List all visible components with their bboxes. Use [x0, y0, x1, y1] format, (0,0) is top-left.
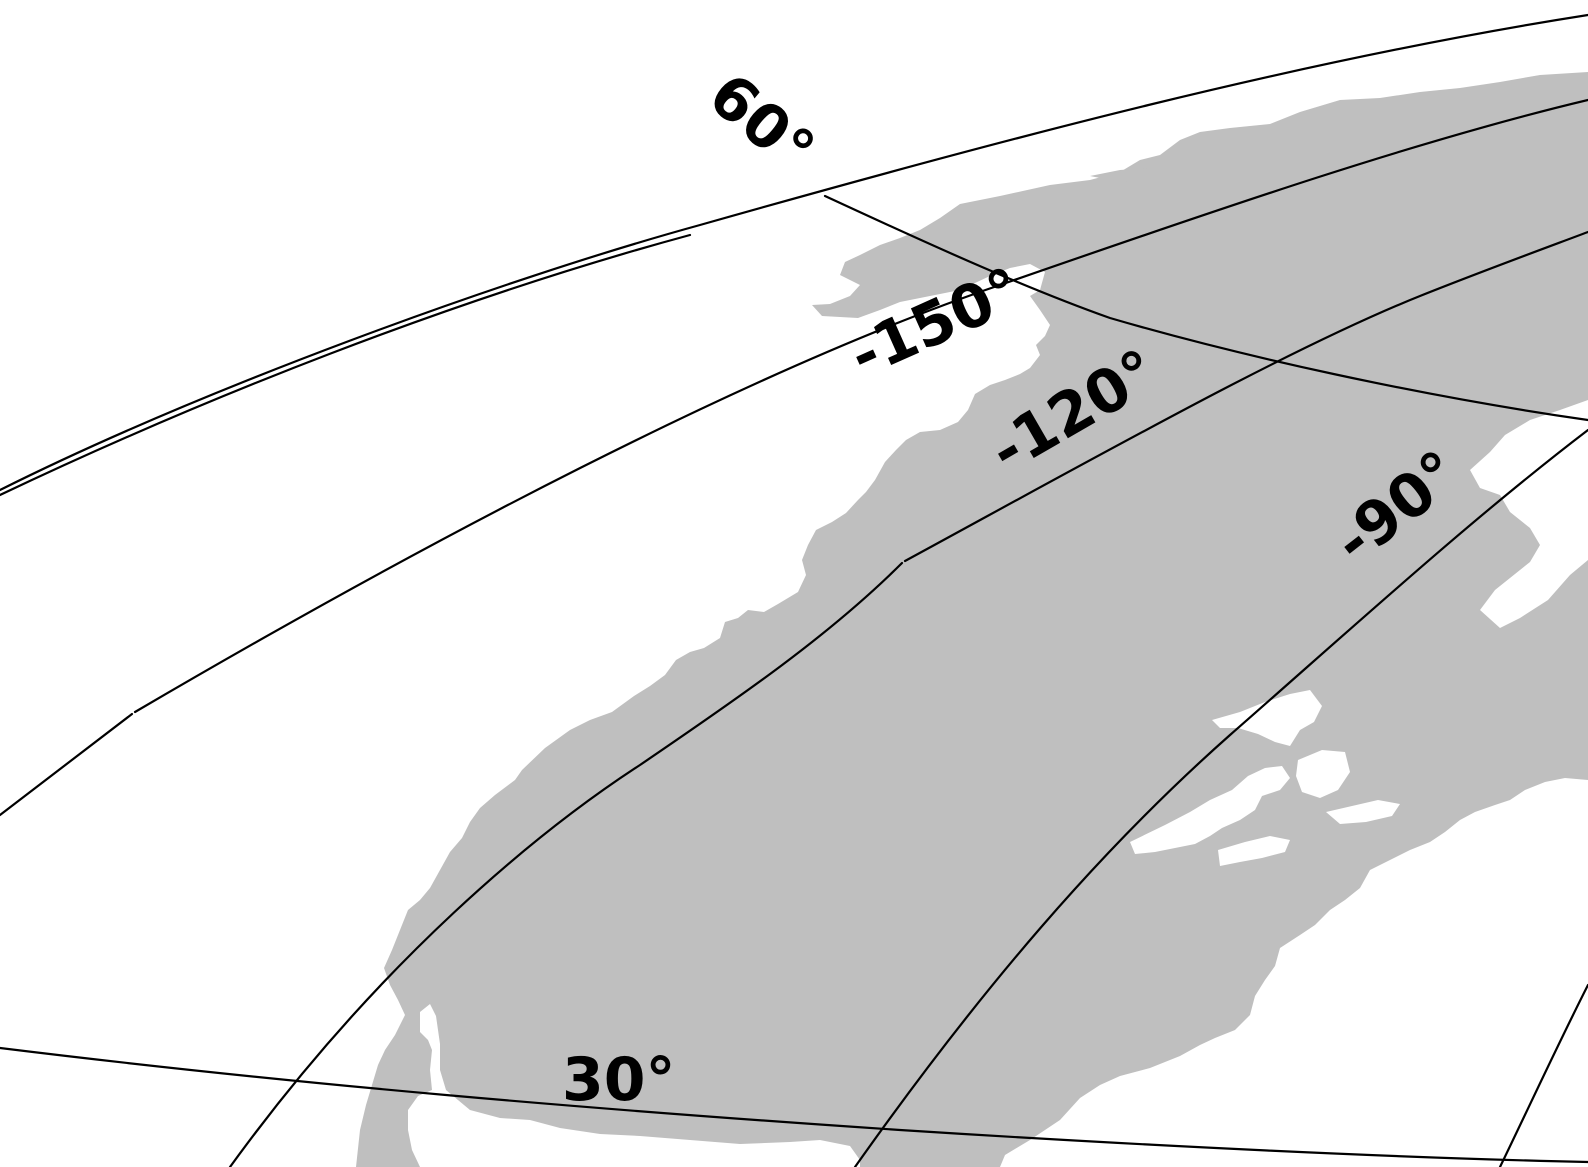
great-lakes: [1218, 836, 1290, 866]
graticule-longitude-line: [823, 194, 1588, 422]
north-america-landmass: [356, 72, 1588, 1167]
island: [1090, 168, 1170, 182]
great-lakes: [1130, 766, 1290, 854]
graticule-latitude-line: [0, 712, 134, 817]
great-lakes: [1326, 800, 1400, 824]
hudson-bay: [1470, 400, 1588, 628]
graticule-latitude-line: [0, 233, 692, 497]
graticule-longitude-line: [853, 428, 1588, 1167]
graticule-latitude-line: [133, 98, 1588, 714]
graticule-latitude-line: [903, 230, 1588, 563]
graticule-latitude-line: [0, 1046, 1588, 1164]
great-lakes: [1212, 690, 1322, 746]
graticule-latitude-line: [0, 13, 1588, 492]
latitude-label-30: 30°: [562, 1045, 676, 1115]
latitude-label-60: 60°: [695, 60, 827, 187]
graticule-latitude-line: [228, 561, 904, 1167]
graticule-longitude-line: [1498, 983, 1588, 1167]
great-lakes: [1296, 750, 1350, 798]
